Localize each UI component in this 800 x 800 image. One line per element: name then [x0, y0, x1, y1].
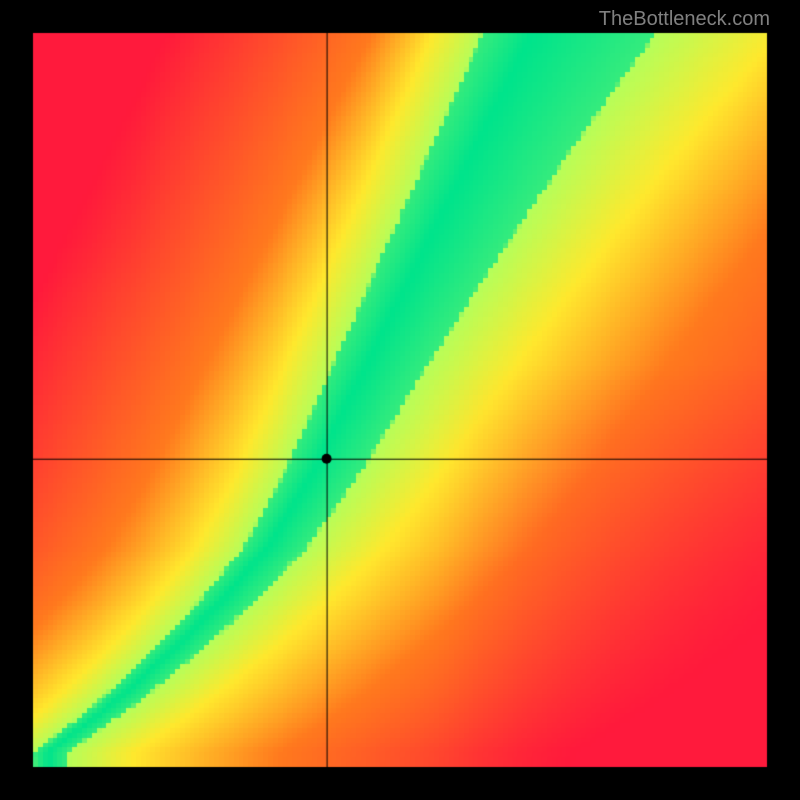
bottleneck-heatmap: [0, 0, 800, 800]
chart-container: TheBottleneck.com: [0, 0, 800, 800]
watermark-text: TheBottleneck.com: [599, 8, 770, 31]
